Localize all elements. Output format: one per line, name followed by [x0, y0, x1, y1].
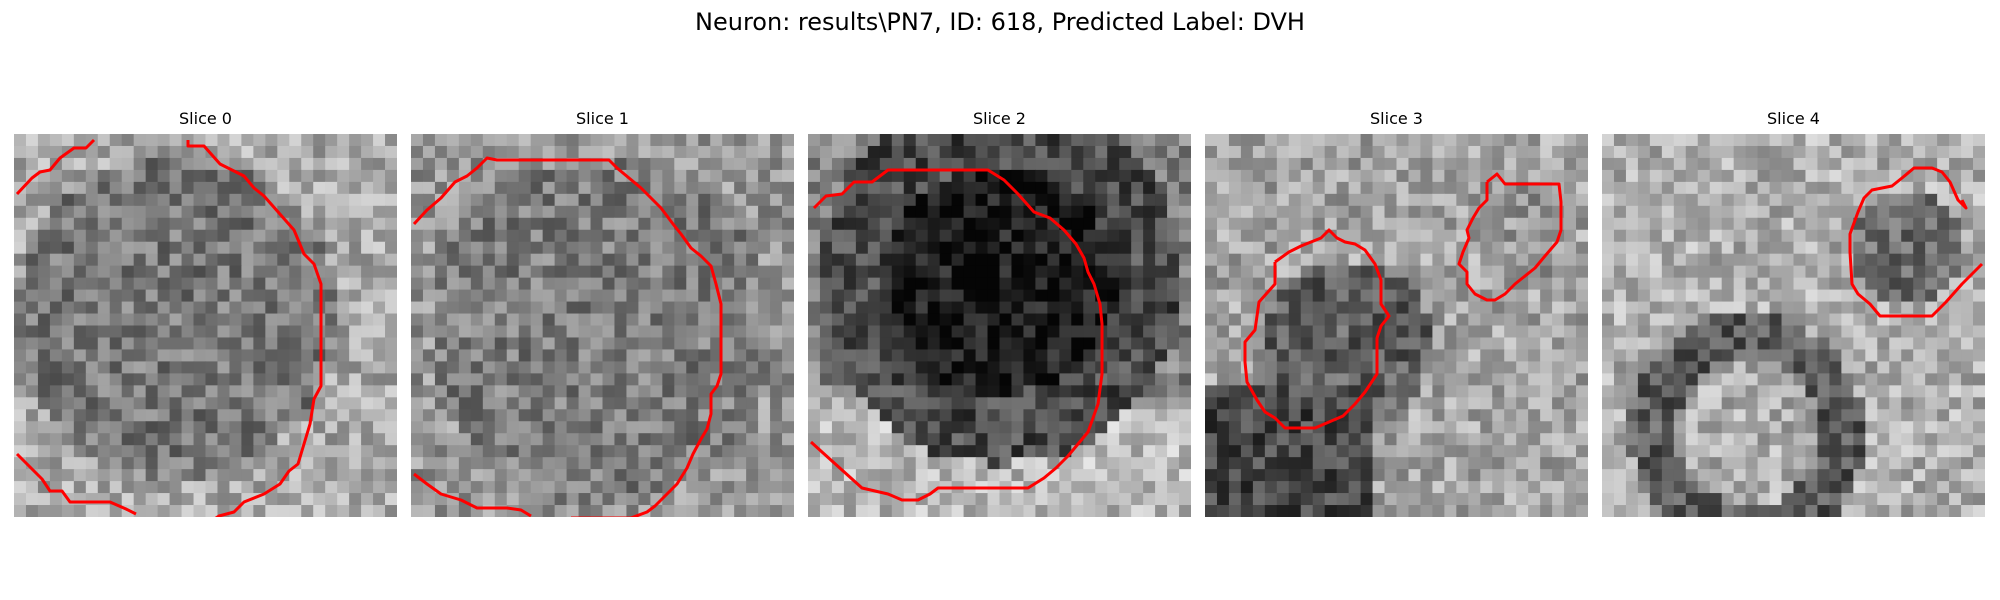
slice-image — [808, 134, 1191, 517]
slice-panel-3: Slice 3 — [1205, 108, 1588, 517]
figure-title: Neuron: results\PN7, ID: 618, Predicted … — [695, 8, 1305, 36]
slice-title: Slice 3 — [1370, 109, 1423, 128]
slice-image — [14, 134, 397, 517]
slice-image — [1602, 134, 1985, 517]
slice-panel-1: Slice 1 — [411, 108, 794, 517]
slice-panel-2: Slice 2 — [808, 108, 1191, 517]
slice-panel-0: Slice 0 — [14, 108, 397, 517]
slice-title: Slice 4 — [1767, 109, 1820, 128]
slice-title: Slice 1 — [576, 109, 629, 128]
slice-image — [411, 134, 794, 517]
slice-title: Slice 0 — [179, 109, 232, 128]
slice-image — [1205, 134, 1588, 517]
slice-panel-4: Slice 4 — [1602, 108, 1985, 517]
slice-title: Slice 2 — [973, 109, 1026, 128]
